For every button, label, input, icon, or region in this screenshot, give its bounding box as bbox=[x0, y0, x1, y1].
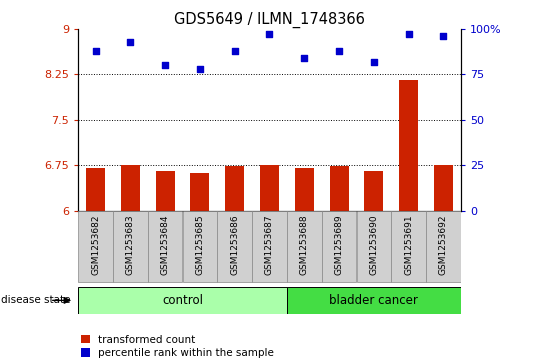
Text: bladder cancer: bladder cancer bbox=[329, 294, 418, 307]
Bar bbox=[329, 166, 349, 211]
FancyBboxPatch shape bbox=[113, 211, 148, 282]
Bar bbox=[156, 171, 175, 211]
Text: disease state: disease state bbox=[1, 295, 71, 305]
FancyBboxPatch shape bbox=[78, 211, 113, 282]
Bar bbox=[86, 168, 105, 211]
FancyBboxPatch shape bbox=[287, 287, 461, 314]
Text: GSM1253687: GSM1253687 bbox=[265, 214, 274, 275]
Bar bbox=[260, 164, 279, 211]
Bar bbox=[399, 81, 418, 211]
Point bbox=[265, 32, 274, 37]
Bar bbox=[225, 166, 244, 211]
Point bbox=[91, 48, 100, 54]
Text: GSM1253683: GSM1253683 bbox=[126, 214, 135, 275]
FancyBboxPatch shape bbox=[322, 211, 356, 282]
Text: GSM1253685: GSM1253685 bbox=[196, 214, 204, 275]
Point bbox=[300, 55, 309, 61]
Point bbox=[126, 39, 135, 45]
FancyBboxPatch shape bbox=[183, 211, 217, 282]
Legend: transformed count, percentile rank within the sample: transformed count, percentile rank withi… bbox=[81, 335, 274, 358]
Point bbox=[196, 66, 204, 72]
FancyBboxPatch shape bbox=[252, 211, 287, 282]
FancyBboxPatch shape bbox=[287, 211, 321, 282]
FancyBboxPatch shape bbox=[391, 211, 426, 282]
Text: control: control bbox=[162, 294, 203, 307]
Bar bbox=[121, 165, 140, 211]
Text: GSM1253692: GSM1253692 bbox=[439, 214, 448, 275]
Text: GSM1253691: GSM1253691 bbox=[404, 214, 413, 275]
Bar bbox=[295, 168, 314, 211]
Point bbox=[370, 59, 378, 65]
Bar bbox=[364, 171, 383, 211]
Bar bbox=[434, 165, 453, 211]
Bar bbox=[190, 173, 210, 211]
Title: GDS5649 / ILMN_1748366: GDS5649 / ILMN_1748366 bbox=[174, 12, 365, 28]
FancyBboxPatch shape bbox=[78, 287, 287, 314]
Point bbox=[335, 48, 343, 54]
Text: GSM1253689: GSM1253689 bbox=[335, 214, 343, 275]
Text: GSM1253688: GSM1253688 bbox=[300, 214, 309, 275]
FancyBboxPatch shape bbox=[357, 211, 391, 282]
Point bbox=[161, 62, 169, 68]
Text: GSM1253686: GSM1253686 bbox=[230, 214, 239, 275]
FancyBboxPatch shape bbox=[426, 211, 461, 282]
FancyBboxPatch shape bbox=[218, 211, 252, 282]
Point bbox=[404, 32, 413, 37]
Text: GSM1253690: GSM1253690 bbox=[369, 214, 378, 275]
Text: GSM1253684: GSM1253684 bbox=[161, 214, 170, 275]
Text: GSM1253682: GSM1253682 bbox=[91, 214, 100, 275]
FancyBboxPatch shape bbox=[148, 211, 182, 282]
Point bbox=[439, 33, 448, 39]
Point bbox=[230, 48, 239, 54]
